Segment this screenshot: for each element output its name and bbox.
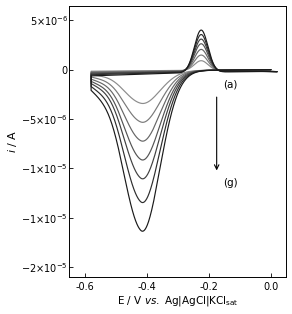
Text: (a): (a)	[223, 79, 237, 89]
X-axis label: E / V $vs.$ Ag|AgCl|KCl$_{\mathregular{sat}}$: E / V $vs.$ Ag|AgCl|KCl$_{\mathregular{s…	[117, 295, 239, 308]
Y-axis label: $i$ / A: $i$ / A	[6, 129, 19, 153]
Text: (g): (g)	[223, 178, 237, 188]
